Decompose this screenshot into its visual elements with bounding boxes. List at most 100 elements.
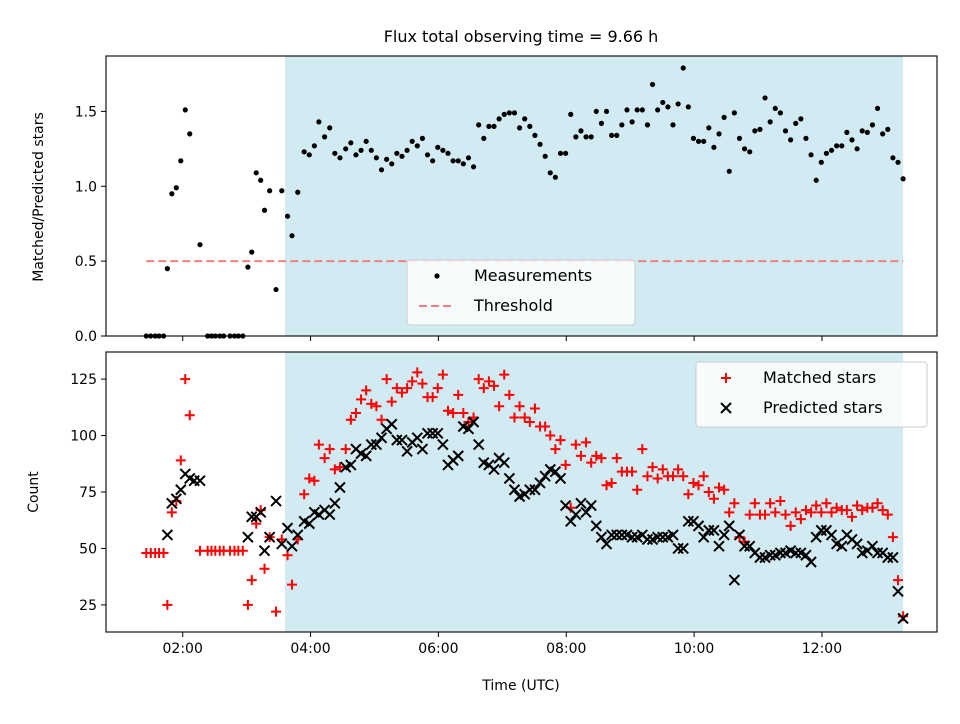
- data-point: [516, 125, 523, 131]
- data-point: [445, 150, 451, 156]
- data-point: [508, 484, 521, 496]
- data-point: [334, 462, 345, 473]
- data-point: [716, 131, 722, 137]
- data-point: [695, 138, 702, 144]
- data-point: [491, 123, 497, 129]
- data-point: [586, 457, 597, 468]
- data-point: [590, 520, 602, 532]
- data-point: [649, 81, 656, 88]
- data-point: [765, 498, 776, 509]
- data-point: [164, 266, 170, 272]
- data-point: [258, 177, 264, 183]
- data-point: [370, 438, 383, 451]
- data-point: [701, 138, 707, 144]
- data-point: [683, 489, 694, 500]
- data-point: [435, 144, 441, 150]
- data-point: [178, 158, 184, 164]
- data-point: [673, 464, 684, 475]
- data-point: [483, 376, 494, 387]
- data-point: [345, 459, 357, 471]
- data-point: [634, 107, 640, 113]
- x-tick-label: 06:00: [418, 641, 458, 657]
- data-point: [381, 374, 392, 385]
- data-point: [675, 101, 681, 107]
- data-point: [866, 540, 879, 552]
- top-legend: Measurements Threshold: [406, 259, 636, 326]
- data-point: [859, 128, 865, 134]
- data-point: [437, 438, 449, 451]
- data-point: [254, 506, 267, 519]
- series-measurements: [143, 65, 906, 339]
- data-point: [162, 599, 173, 610]
- data-point: [718, 529, 730, 541]
- data-point: [601, 480, 612, 491]
- data-point: [242, 599, 253, 610]
- data-point: [811, 500, 822, 511]
- data-point: [596, 453, 607, 464]
- data-point: [660, 99, 666, 106]
- data-point: [258, 545, 271, 557]
- data-point: [588, 134, 594, 140]
- data-point: [560, 459, 571, 470]
- data-point: [788, 137, 794, 143]
- data-point: [798, 116, 804, 122]
- data-point: [322, 134, 328, 140]
- data-point: [524, 417, 535, 427]
- data-point: [365, 438, 377, 451]
- data-point: [578, 128, 584, 134]
- data-point: [593, 108, 599, 115]
- data-point: [376, 414, 387, 425]
- data-point: [424, 152, 431, 158]
- data-point: [529, 403, 540, 414]
- data-point: [197, 242, 203, 248]
- data-point: [874, 105, 881, 112]
- data-point: [672, 542, 684, 555]
- data-point: [743, 540, 756, 552]
- legend-swatch: [721, 373, 731, 383]
- data-point: [897, 612, 909, 625]
- data-point: [386, 396, 397, 407]
- data-point: [404, 147, 410, 153]
- data-point: [729, 498, 740, 509]
- data-point: [509, 412, 520, 423]
- data-point: [606, 477, 617, 488]
- data-point: [396, 387, 407, 398]
- data-point: [366, 398, 377, 409]
- data-point: [287, 579, 298, 590]
- data-point: [503, 472, 516, 485]
- y-tick-label: 50: [79, 541, 97, 557]
- data-point: [777, 110, 783, 116]
- data-point: [169, 191, 175, 197]
- data-point: [263, 531, 276, 543]
- x-tick-label: 12:00: [802, 641, 842, 657]
- data-point: [409, 138, 415, 144]
- data-point: [412, 367, 423, 378]
- data-point: [795, 514, 806, 525]
- data-point: [810, 531, 822, 543]
- data-point: [375, 432, 388, 444]
- data-point: [657, 531, 669, 543]
- data-point: [867, 502, 878, 513]
- data-point: [450, 158, 456, 164]
- data-point: [494, 401, 505, 412]
- data-point: [614, 132, 620, 138]
- data-point: [549, 465, 562, 478]
- data-point: [527, 123, 533, 129]
- data-point: [488, 463, 500, 476]
- legend-box: [406, 259, 636, 326]
- data-point: [752, 128, 758, 134]
- data-point: [430, 158, 436, 164]
- x-tick-label: 10:00: [674, 641, 714, 657]
- data-point: [568, 111, 574, 117]
- data-point: [270, 495, 282, 507]
- data-point: [767, 119, 773, 125]
- data-point: [522, 116, 528, 122]
- data-point: [864, 129, 870, 135]
- data-point: [504, 389, 515, 400]
- data-point: [583, 134, 589, 140]
- data-point: [324, 444, 335, 455]
- data-point: [869, 122, 876, 128]
- data-point: [473, 374, 484, 385]
- data-point: [465, 155, 472, 161]
- data-point: [844, 129, 850, 135]
